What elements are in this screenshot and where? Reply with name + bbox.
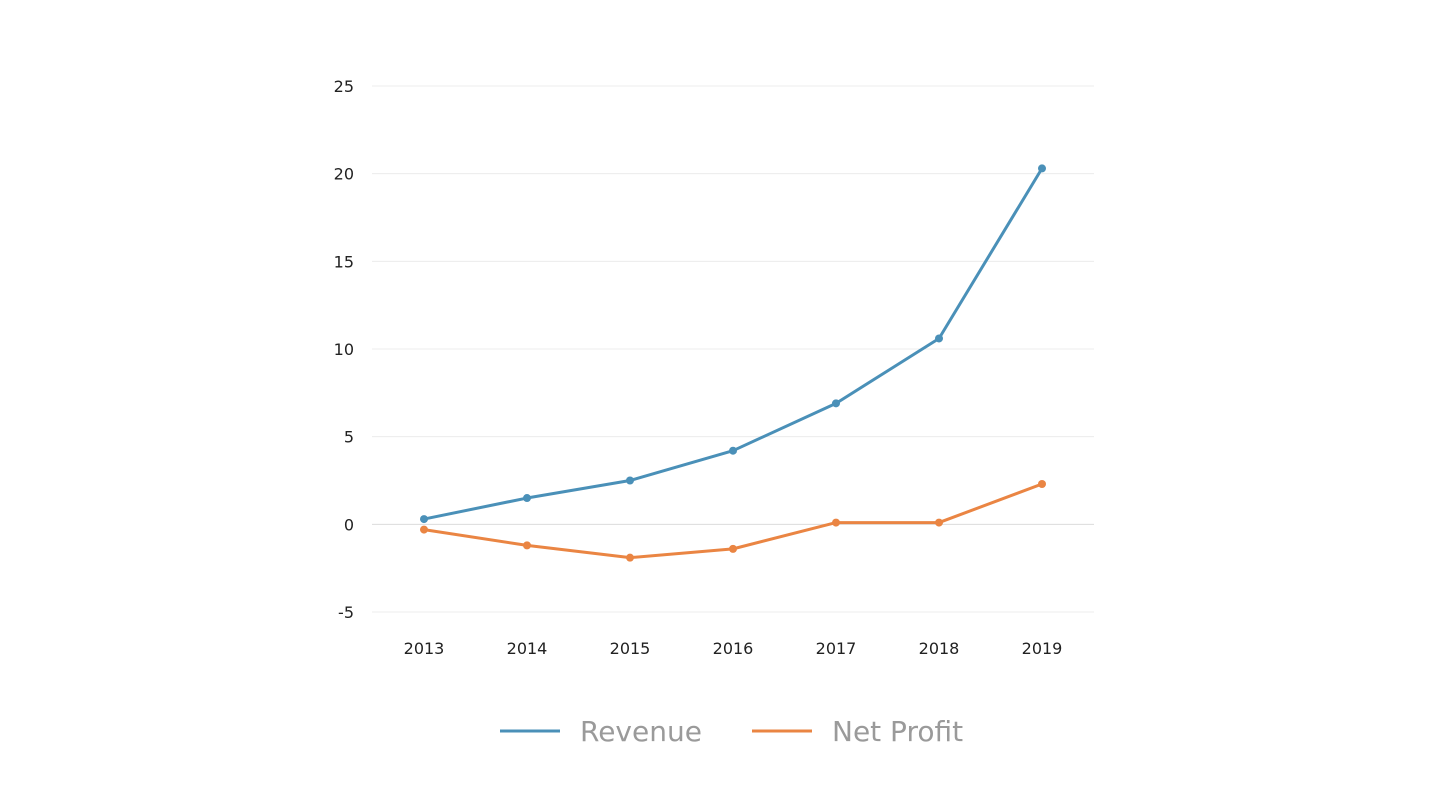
- data-point: [523, 541, 531, 550]
- data-point: [523, 494, 531, 503]
- y-tick-label: -5: [338, 603, 354, 622]
- y-tick-label: 10: [334, 340, 354, 359]
- x-tick-label: 2019: [1022, 639, 1063, 658]
- x-tick-label: 2014: [507, 639, 548, 658]
- series-layer: [420, 164, 1046, 562]
- x-tick-label: 2015: [610, 639, 651, 658]
- y-tick-label: 5: [344, 428, 354, 447]
- legend-label: Net Profit: [832, 715, 963, 748]
- x-tick-label: 2017: [816, 639, 857, 658]
- legend-item: Revenue: [500, 715, 702, 748]
- data-point: [935, 518, 943, 527]
- data-point: [420, 525, 428, 534]
- series-line: [422, 166, 1044, 521]
- x-tick-label: 2016: [713, 639, 754, 658]
- data-point: [832, 518, 840, 527]
- data-point: [729, 446, 737, 455]
- data-point: [729, 544, 737, 553]
- data-point: [1038, 480, 1046, 489]
- data-point: [935, 334, 943, 343]
- data-point: [832, 399, 840, 408]
- y-tick-label: 0: [344, 515, 354, 534]
- data-point: [626, 476, 634, 485]
- grid: [372, 85, 1094, 613]
- x-axis-ticks: 2013 2014 2015 2016 2017 2018 2019: [404, 639, 1063, 658]
- y-tick-label: 15: [334, 252, 354, 271]
- data-point: [420, 515, 428, 524]
- data-point: [1038, 164, 1046, 173]
- y-axis-ticks: -5 0 5 10 15 20 25: [334, 77, 354, 622]
- data-point: [626, 553, 634, 562]
- series-0: [420, 164, 1046, 524]
- legend-item: Net Profit: [752, 715, 963, 748]
- x-tick-label: 2018: [919, 639, 960, 658]
- y-tick-label: 20: [334, 165, 354, 184]
- legend: Revenue Net Profit: [500, 715, 963, 748]
- series-1: [420, 480, 1046, 562]
- x-tick-label: 2013: [404, 639, 445, 658]
- y-tick-label: 25: [334, 77, 354, 96]
- legend-label: Revenue: [580, 715, 702, 748]
